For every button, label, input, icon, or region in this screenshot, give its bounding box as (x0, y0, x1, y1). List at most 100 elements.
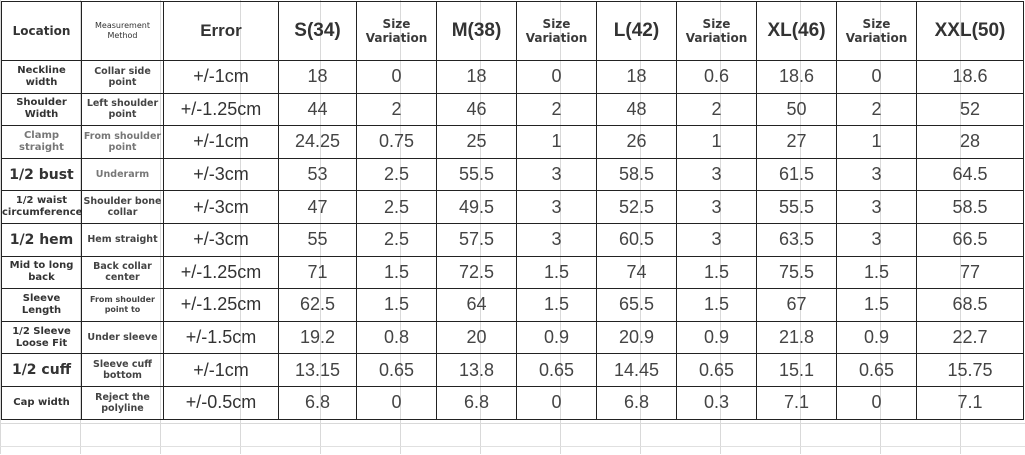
cell-value-xxl: 77 (916, 255, 1024, 290)
cell-value-s: 71 (278, 255, 357, 290)
cell-value-xl: 21.8 (756, 320, 837, 355)
header-size-xl: XL(46) (756, 1, 837, 61)
header-size-variation: Size Variation (836, 1, 917, 61)
cell-value-m: 20 (436, 320, 517, 355)
cell-variation-xl-xxl: 0.9 (836, 320, 917, 355)
cell-value-s: 24.25 (278, 125, 357, 159)
cell-variation-xl-xxl: 0.65 (836, 353, 917, 387)
cell-value-xl: 7.1 (756, 385, 837, 420)
cell-value-xxl: 7.1 (916, 385, 1024, 420)
cell-error: +/-3cm (163, 157, 279, 192)
cell-error: +/-3cm (163, 190, 279, 224)
cell-variation-m-l: 0.65 (516, 353, 597, 387)
cell-value-xl: 75.5 (756, 255, 837, 290)
cell-variation-m-l: 0.9 (516, 320, 597, 355)
cell-variation-m-l: 3 (516, 190, 597, 224)
cell-measurement-method: Reject the polyline (81, 385, 164, 420)
cell-variation-xl-xxl: 0 (836, 60, 917, 94)
table-row: Cap width Reject the polyline +/-0.5cm 6.8 0… (1, 385, 1024, 420)
header-size-m: M(38) (436, 1, 517, 61)
cell-location: 1/2 hem (1, 222, 82, 257)
cell-value-m: 72.5 (436, 255, 517, 290)
cell-error: +/-0.5cm (163, 385, 279, 420)
cell-measurement-method: From shoulder point (81, 125, 164, 159)
cell-value-l: 65.5 (596, 288, 677, 322)
cell-variation-xl-xxl: 1.5 (836, 288, 917, 322)
header-error: Error (163, 1, 279, 61)
cell-value-s: 47 (278, 190, 357, 224)
cell-value-m: 64 (436, 288, 517, 322)
cell-variation-s-m: 0 (356, 60, 437, 94)
cell-value-xl: 63.5 (756, 222, 837, 257)
cell-value-m: 6.8 (436, 385, 517, 420)
cell-value-s: 44 (278, 92, 357, 127)
cell-location: Mid to long back (1, 255, 82, 290)
cell-error: +/-1cm (163, 125, 279, 159)
table-row: 1/2 bust Underarm +/-3cm 53 2.5 55.5 3 58.5 3 61.… (1, 157, 1024, 192)
header-size-variation: Size Variation (676, 1, 757, 61)
table-row: Mid to long back Back collar center +/-1.2… (1, 255, 1024, 290)
cell-value-xl: 50 (756, 92, 837, 127)
cell-value-xxl: 64.5 (916, 157, 1024, 192)
cell-variation-xl-xxl: 1 (836, 125, 917, 159)
cell-value-l: 18 (596, 60, 677, 94)
cell-location: Clamp straight (1, 125, 82, 159)
cell-value-l: 20.9 (596, 320, 677, 355)
cell-value-xxl: 68.5 (916, 288, 1024, 322)
cell-value-xxl: 28 (916, 125, 1024, 159)
cell-measurement-method: Collar side point (81, 60, 164, 94)
cell-variation-xl-xxl: 1.5 (836, 255, 917, 290)
cell-value-s: 62.5 (278, 288, 357, 322)
cell-variation-xl-xxl: 0 (836, 385, 917, 420)
cell-value-l: 52.5 (596, 190, 677, 224)
header-measurement-method: Measurement Method (81, 1, 164, 61)
cell-variation-m-l: 2 (516, 92, 597, 127)
cell-variation-xl-xxl: 3 (836, 190, 917, 224)
header-size-variation: Size Variation (356, 1, 437, 61)
cell-variation-l-xl: 3 (676, 190, 757, 224)
cell-value-l: 60.5 (596, 222, 677, 257)
cell-location: Cap width (1, 385, 82, 420)
cell-value-m: 55.5 (436, 157, 517, 192)
cell-measurement-method: From shoulder point to (81, 288, 164, 322)
table-row: 1/2 cuff Sleeve cuff bottom +/-1cm 13.15 0.6… (1, 353, 1024, 387)
cell-variation-l-xl: 1.5 (676, 288, 757, 322)
cell-value-m: 18 (436, 60, 517, 94)
cell-value-xxl: 15.75 (916, 353, 1024, 387)
cell-value-l: 74 (596, 255, 677, 290)
cell-value-l: 6.8 (596, 385, 677, 420)
cell-location: Shoulder Width (1, 92, 82, 127)
cell-variation-m-l: 1 (516, 125, 597, 159)
cell-value-xxl: 22.7 (916, 320, 1024, 355)
cell-value-m: 49.5 (436, 190, 517, 224)
spreadsheet-gridline (0, 446, 1025, 447)
cell-measurement-method: Hem straight (81, 222, 164, 257)
cell-value-xxl: 52 (916, 92, 1024, 127)
cell-variation-l-xl: 0.65 (676, 353, 757, 387)
cell-value-xl: 61.5 (756, 157, 837, 192)
cell-value-xl: 67 (756, 288, 837, 322)
table-row: 1/2 Sleeve Loose Fit Under sleeve +/-1.5cm… (1, 320, 1024, 355)
cell-location: 1/2 waist circumference (1, 190, 82, 224)
cell-value-s: 19.2 (278, 320, 357, 355)
cell-value-xxl: 58.5 (916, 190, 1024, 224)
cell-variation-s-m: 2.5 (356, 157, 437, 192)
table-row: Neckline width Collar side point +/-1cm 18 0… (1, 60, 1024, 94)
cell-variation-s-m: 0.8 (356, 320, 437, 355)
cell-value-m: 13.8 (436, 353, 517, 387)
table-row: Clamp straight From shoulder point +/-1cm 2… (1, 125, 1024, 159)
cell-value-m: 46 (436, 92, 517, 127)
cell-value-xl: 15.1 (756, 353, 837, 387)
cell-value-l: 48 (596, 92, 677, 127)
table-row: Sleeve Length From shoulder point to +/-1.… (1, 288, 1024, 322)
cell-variation-m-l: 3 (516, 157, 597, 192)
cell-measurement-method: Left shoulder point (81, 92, 164, 127)
cell-value-s: 53 (278, 157, 357, 192)
header-size-xxl: XXL(50) (916, 1, 1024, 61)
cell-variation-s-m: 1.5 (356, 288, 437, 322)
cell-variation-m-l: 1.5 (516, 288, 597, 322)
cell-variation-l-xl: 0.6 (676, 60, 757, 94)
cell-variation-s-m: 0.65 (356, 353, 437, 387)
cell-error: +/-1.25cm (163, 92, 279, 127)
cell-error: +/-1cm (163, 60, 279, 94)
